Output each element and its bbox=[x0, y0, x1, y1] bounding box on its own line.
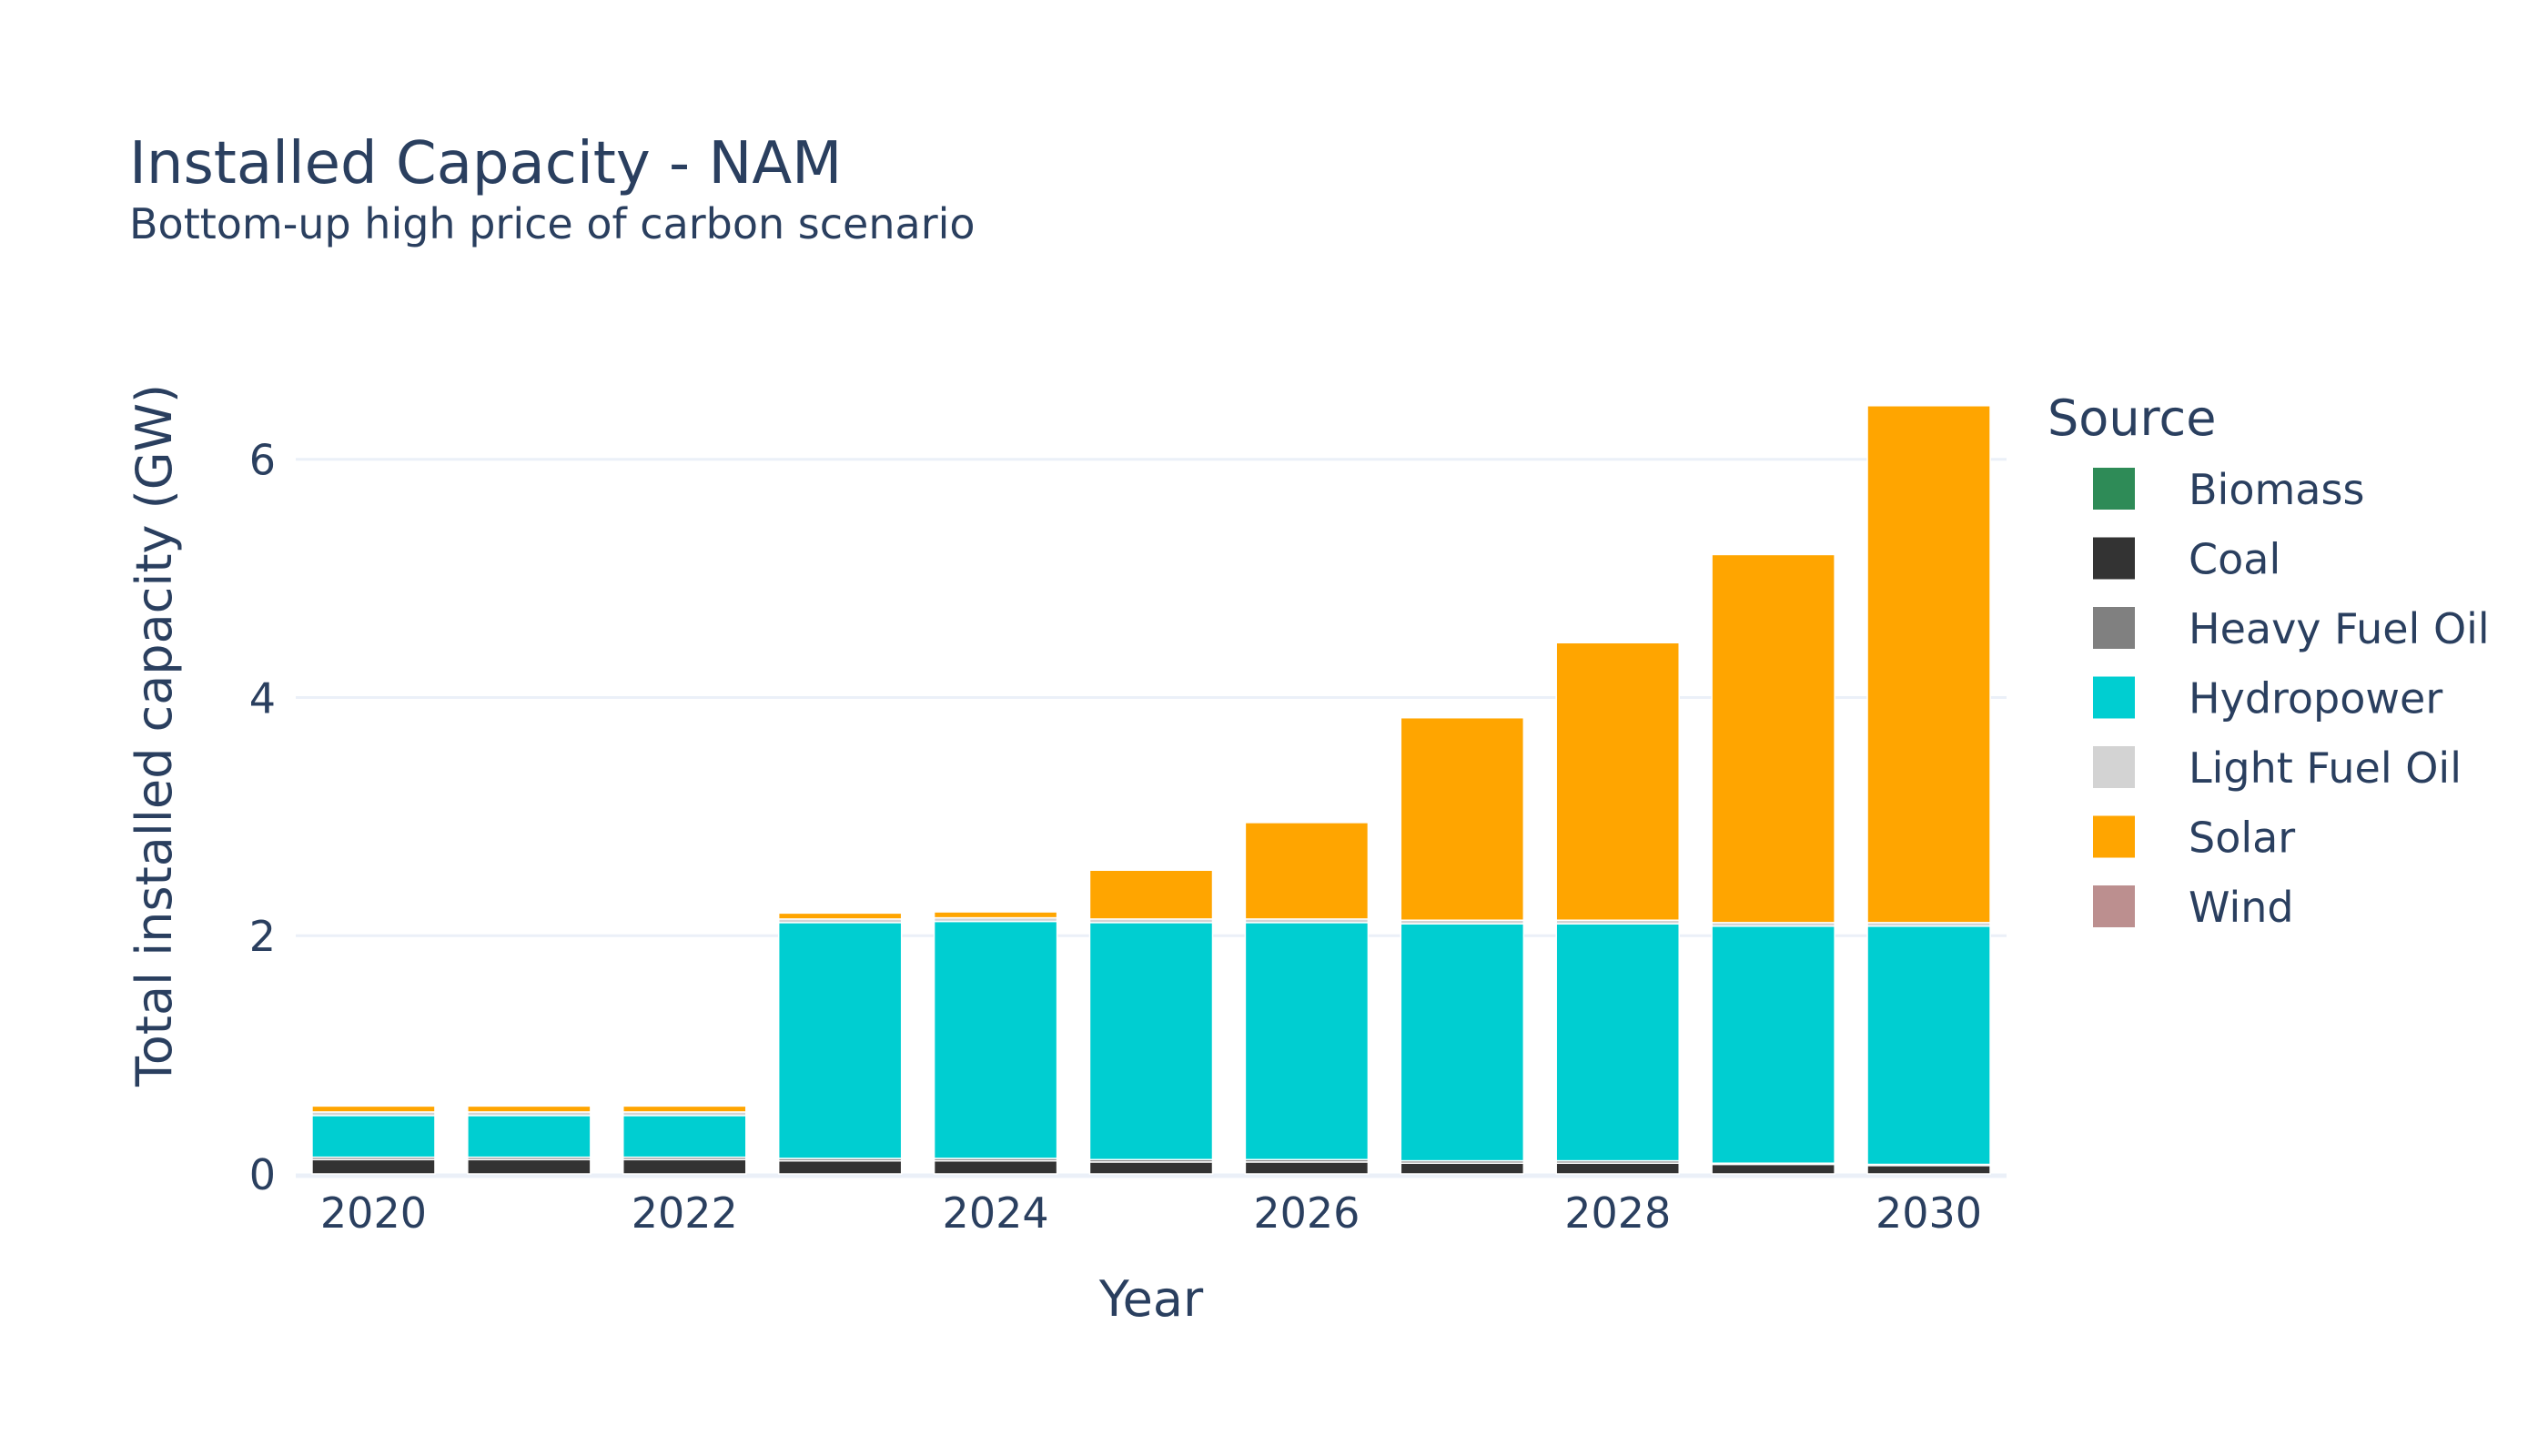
bar-segment-coal[interactable] bbox=[1711, 1163, 1835, 1175]
bar-segment-solar[interactable] bbox=[1555, 642, 1680, 921]
bar-segment-coal[interactable] bbox=[311, 1158, 436, 1175]
y-tick-label: 4 bbox=[249, 673, 276, 723]
bar-segment-hydropower[interactable] bbox=[1866, 925, 1991, 1166]
x-tick-label: 2030 bbox=[1876, 1188, 1982, 1238]
legend-item-solar[interactable]: Solar bbox=[2093, 814, 2295, 863]
x-tick-label: 2020 bbox=[320, 1188, 427, 1238]
axes: 0 2 4 6 2020 2022 2024 2026 2028 2030 bbox=[249, 436, 1982, 1238]
chart-subtitle: Bottom-up high price of carbon scenario bbox=[129, 199, 976, 248]
legend-item-heavy-fuel-oil[interactable]: Heavy Fuel Oil bbox=[2093, 604, 2490, 653]
bar-segment-solar[interactable] bbox=[1866, 405, 1991, 924]
bar-segment-solar[interactable] bbox=[467, 1105, 592, 1113]
bar-segment-solar[interactable] bbox=[777, 912, 903, 920]
bar-segment-hydropower[interactable] bbox=[622, 1115, 747, 1158]
bar-segment-coal[interactable] bbox=[1866, 1165, 1991, 1175]
bar-segment-hydropower[interactable] bbox=[1711, 925, 1835, 1164]
bar-segment-solar[interactable] bbox=[1244, 822, 1370, 920]
legend-item-light-fuel-oil[interactable]: Light Fuel Oil bbox=[2093, 743, 2462, 793]
bar-segment-hydropower[interactable] bbox=[777, 922, 903, 1159]
bar-segment-solar[interactable] bbox=[1400, 716, 1525, 921]
legend-item-coal[interactable]: Coal bbox=[2093, 535, 2280, 584]
x-tick-label: 2028 bbox=[1564, 1188, 1671, 1238]
y-tick-label: 2 bbox=[249, 912, 276, 961]
bar-segment-coal[interactable] bbox=[467, 1158, 592, 1175]
legend-swatch bbox=[2093, 746, 2135, 788]
legend-swatch bbox=[2093, 815, 2135, 858]
bar-segment-hydropower[interactable] bbox=[1555, 923, 1680, 1162]
y-tick-label: 6 bbox=[249, 436, 276, 485]
legend-label: Biomass bbox=[2189, 465, 2364, 514]
bar-segment-coal[interactable] bbox=[777, 1159, 903, 1175]
legend-swatch bbox=[2093, 885, 2135, 927]
bar-segment-solar[interactable] bbox=[622, 1105, 747, 1113]
bars bbox=[311, 405, 1991, 1175]
legend-label: Coal bbox=[2189, 535, 2280, 584]
chart-title: Installed Capacity - NAM bbox=[129, 130, 843, 197]
legend-label: Heavy Fuel Oil bbox=[2189, 604, 2490, 653]
bar-segment-hydropower[interactable] bbox=[933, 920, 1058, 1159]
legend-item-wind[interactable]: Wind bbox=[2093, 883, 2294, 932]
x-tick-label: 2024 bbox=[943, 1188, 1049, 1238]
y-tick-label: 0 bbox=[249, 1150, 276, 1199]
legend-label: Light Fuel Oil bbox=[2189, 743, 2462, 793]
bar-segment-solar[interactable] bbox=[1711, 553, 1835, 924]
x-tick-label: 2022 bbox=[632, 1188, 738, 1238]
bar-segment-solar[interactable] bbox=[933, 911, 1058, 919]
x-tick-label: 2026 bbox=[1253, 1188, 1360, 1238]
legend-swatch bbox=[2093, 468, 2135, 510]
legend-swatch bbox=[2093, 607, 2135, 649]
bar-segment-coal[interactable] bbox=[1555, 1162, 1680, 1175]
bar-segment-hydropower[interactable] bbox=[1400, 923, 1525, 1162]
bar-segment-coal[interactable] bbox=[1244, 1161, 1370, 1175]
legend-swatch bbox=[2093, 676, 2135, 719]
legend-label: Solar bbox=[2189, 814, 2295, 863]
bar-segment-coal[interactable] bbox=[622, 1158, 747, 1175]
bar-segment-hydropower[interactable] bbox=[311, 1115, 436, 1158]
legend: Source Biomass Coal Heavy Fuel Oil Hydropowe… bbox=[2048, 389, 2490, 932]
y-axis-title: Total installed capacity (GW) bbox=[126, 384, 183, 1087]
legend-label: Wind bbox=[2189, 883, 2294, 932]
bar-segment-coal[interactable] bbox=[1400, 1162, 1525, 1175]
bar-segment-hydropower[interactable] bbox=[1244, 922, 1370, 1161]
legend-item-biomass[interactable]: Biomass bbox=[2093, 465, 2364, 514]
legend-label: Hydropower bbox=[2189, 674, 2442, 723]
legend-swatch bbox=[2093, 537, 2135, 580]
bar-segment-hydropower[interactable] bbox=[1088, 922, 1214, 1161]
bar-segment-coal[interactable] bbox=[1088, 1161, 1214, 1175]
legend-title: Source bbox=[2048, 389, 2216, 447]
bar-segment-hydropower[interactable] bbox=[467, 1115, 592, 1158]
bar-segment-solar[interactable] bbox=[311, 1105, 436, 1113]
bar-segment-coal[interactable] bbox=[933, 1159, 1058, 1175]
bar-segment-solar[interactable] bbox=[1088, 869, 1214, 920]
legend-item-hydropower[interactable]: Hydropower bbox=[2093, 674, 2442, 723]
x-axis-title: Year bbox=[1098, 1270, 1204, 1328]
